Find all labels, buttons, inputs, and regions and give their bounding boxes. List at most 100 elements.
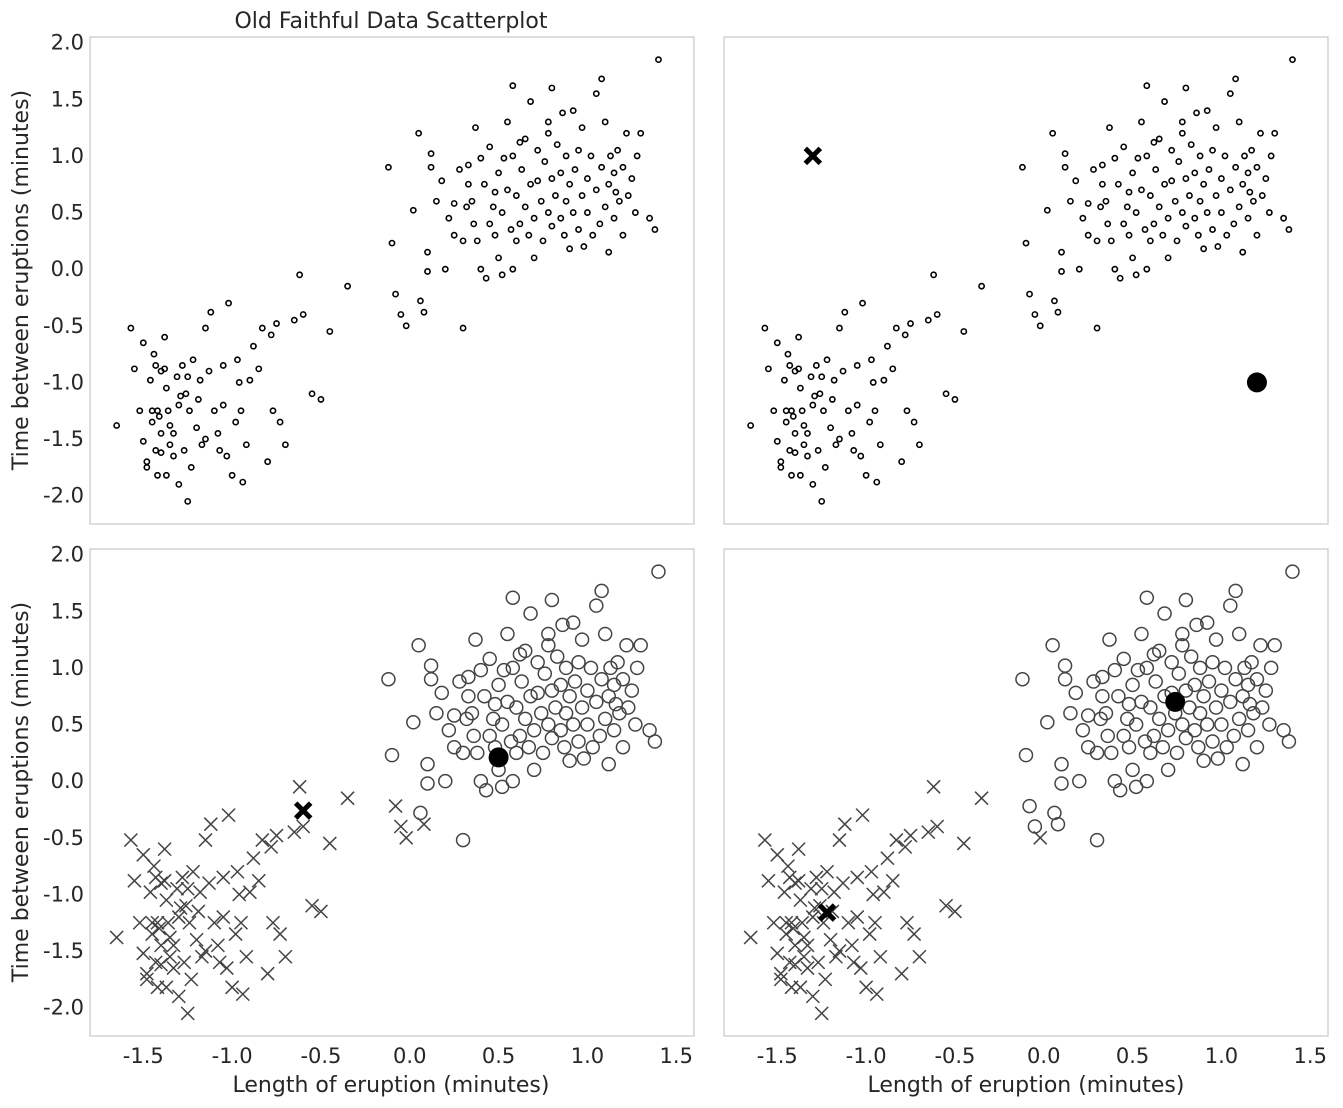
data-point-circle <box>1217 660 1233 676</box>
data-point <box>584 175 591 182</box>
data-point <box>1138 118 1145 126</box>
data-point-circle <box>583 660 599 676</box>
data-point-circle <box>1098 705 1114 721</box>
data-point <box>473 237 481 245</box>
data-point-circle <box>553 677 569 693</box>
data-point-circle <box>461 669 476 685</box>
data-point-circle <box>549 649 565 664</box>
data-point-circle <box>567 674 583 689</box>
data-point <box>1075 265 1083 273</box>
data-point <box>1196 197 1204 205</box>
data-point <box>610 214 618 222</box>
data-point <box>1150 220 1158 228</box>
data-point <box>131 365 138 373</box>
data-point <box>848 429 856 437</box>
data-point <box>527 180 534 188</box>
data-point-circle <box>526 722 542 738</box>
data-point-circle <box>615 739 631 755</box>
data-point <box>868 356 875 364</box>
data-point <box>1051 297 1058 305</box>
data-point <box>836 324 843 332</box>
data-point-circle <box>455 832 471 848</box>
data-point-x <box>159 893 174 908</box>
data-point <box>317 396 325 403</box>
data-point-circle <box>526 762 542 778</box>
data-point <box>960 328 968 335</box>
data-point-circle <box>565 717 581 732</box>
data-point <box>1036 322 1044 330</box>
data-point <box>273 320 280 327</box>
data-point-circle <box>523 688 538 704</box>
data-point <box>154 407 161 415</box>
data-point-x <box>939 898 954 913</box>
data-point <box>1072 177 1080 185</box>
data-point <box>173 373 181 381</box>
data-point <box>139 339 147 347</box>
y-axis-label-bottom: Time between eruptions (minutes) <box>9 602 34 983</box>
data-point <box>392 290 399 298</box>
data-point-circle <box>1249 671 1265 687</box>
data-point <box>592 186 600 194</box>
x-tick-label: -1.5 <box>757 1044 798 1068</box>
data-point <box>814 446 822 454</box>
data-point-circle <box>420 776 435 791</box>
data-point-circle <box>1125 762 1140 778</box>
data-point-circle <box>1022 798 1037 814</box>
data-point <box>821 463 829 471</box>
data-point-x <box>811 955 826 970</box>
data-point <box>807 373 815 381</box>
data-point-x <box>201 876 217 891</box>
data-point <box>1230 220 1238 228</box>
data-point <box>1218 209 1225 216</box>
data-point <box>1258 192 1266 199</box>
data-point <box>219 362 227 369</box>
data-point-x <box>173 900 188 916</box>
data-point <box>562 197 570 205</box>
data-point-circle <box>1047 805 1062 821</box>
data-point-circle <box>1205 734 1220 749</box>
data-point-circle <box>1189 617 1204 633</box>
data-point-x <box>159 980 174 995</box>
data-point <box>1246 188 1254 196</box>
data-point <box>1209 146 1216 154</box>
data-point <box>148 407 156 415</box>
data-point-x <box>388 799 403 814</box>
data-point-x <box>230 864 245 879</box>
data-point-circle <box>1258 683 1274 698</box>
data-point <box>820 407 827 415</box>
data-point-x <box>292 779 307 794</box>
data-point <box>544 118 552 126</box>
data-point <box>219 401 227 409</box>
data-point-x <box>145 927 160 942</box>
data-point <box>1106 124 1113 132</box>
data-point-circle <box>1121 739 1137 755</box>
data-point <box>480 180 488 188</box>
data-point <box>530 254 538 262</box>
data-point <box>157 449 165 457</box>
data-point <box>1191 214 1199 222</box>
data-point-x <box>228 927 243 942</box>
data-point-circle <box>1057 658 1073 673</box>
data-point-circle <box>1104 745 1119 761</box>
x-tick-label: 0.5 <box>1116 1044 1149 1068</box>
data-point-circle <box>601 756 616 772</box>
data-point <box>518 166 526 173</box>
data-point <box>598 75 606 83</box>
data-point-circle <box>1068 685 1083 701</box>
data-point-x <box>146 859 161 874</box>
data-point <box>930 271 938 279</box>
data-point <box>614 146 622 154</box>
data-point-circle <box>500 626 515 642</box>
data-point <box>1019 163 1026 171</box>
data-point-circle <box>1214 717 1229 732</box>
data-point <box>1134 154 1142 162</box>
data-point <box>578 124 586 132</box>
data-point-x <box>876 885 891 900</box>
data-point <box>598 163 606 171</box>
data-point-circle <box>628 717 643 732</box>
data-point <box>580 243 588 250</box>
data-point-circle <box>1175 638 1190 653</box>
data-point <box>242 441 250 449</box>
data-point <box>1209 226 1216 233</box>
